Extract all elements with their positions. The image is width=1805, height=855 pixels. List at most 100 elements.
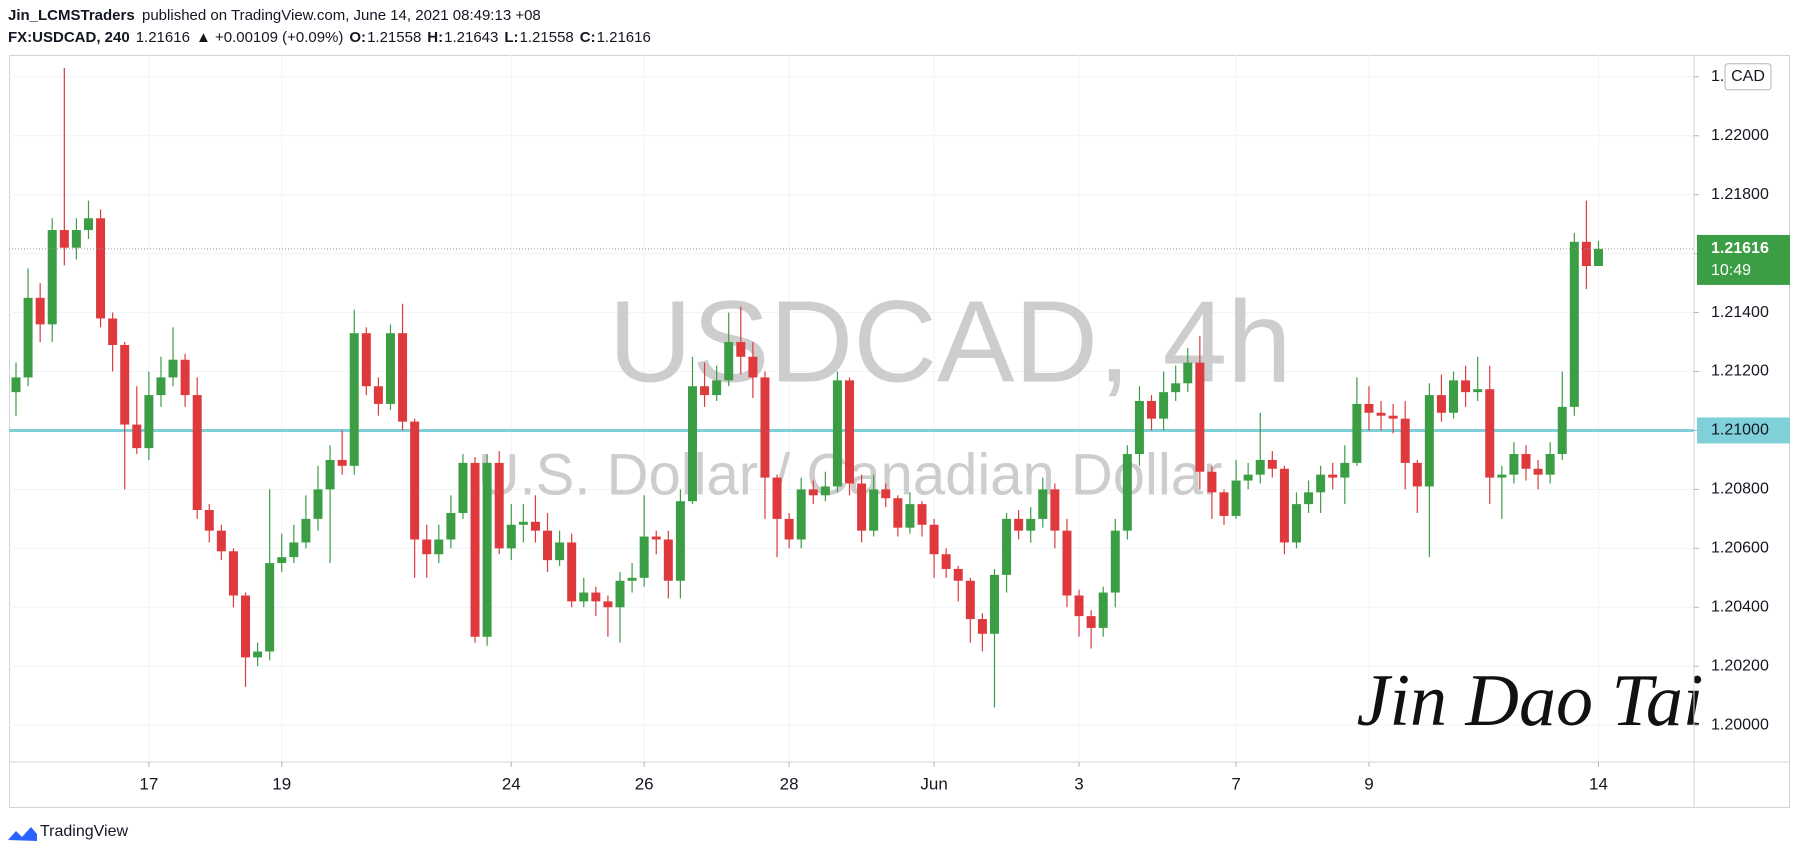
ohlc-key: C: bbox=[580, 29, 596, 46]
candle-body bbox=[1291, 504, 1301, 543]
watermark-title: USDCAD, 4h bbox=[608, 277, 1291, 407]
candle-body bbox=[265, 563, 275, 652]
candle-body bbox=[11, 377, 21, 393]
candle-body bbox=[808, 489, 818, 496]
candle-body bbox=[349, 333, 359, 466]
candle-body bbox=[1014, 518, 1024, 531]
candle-body bbox=[1086, 616, 1096, 628]
brand: TradingView bbox=[8, 823, 128, 841]
candle-body bbox=[1424, 395, 1434, 487]
candle-body bbox=[1207, 471, 1217, 493]
candle-body bbox=[1183, 362, 1193, 384]
candle-body bbox=[1231, 480, 1241, 516]
y-tick-label: 1.21800 bbox=[1711, 186, 1769, 203]
candle-body bbox=[1593, 248, 1603, 267]
x-tick-label: 3 bbox=[1074, 774, 1083, 793]
candle-body bbox=[1134, 400, 1144, 455]
ohlc-key: L: bbox=[504, 29, 518, 46]
candle-body bbox=[881, 489, 891, 499]
candle-body bbox=[1436, 395, 1446, 413]
symbol: FX:USDCAD, 240 bbox=[8, 29, 130, 46]
candle-body bbox=[228, 551, 238, 596]
candle-body bbox=[156, 377, 166, 396]
candle-body bbox=[965, 580, 975, 620]
candle-body bbox=[1497, 474, 1507, 478]
plot bbox=[9, 67, 1694, 708]
candle-body bbox=[1461, 380, 1471, 393]
x-tick-label: 24 bbox=[502, 774, 521, 793]
candle-body bbox=[1062, 530, 1072, 596]
candle-body bbox=[796, 489, 806, 540]
y-tick-label: 1.22000 bbox=[1711, 127, 1769, 144]
candle-body bbox=[1279, 468, 1289, 543]
ohlc-value: 1.21643 bbox=[444, 29, 498, 46]
y-tick-label: 1.20600 bbox=[1711, 540, 1769, 557]
candle-body bbox=[784, 518, 794, 540]
currency: CAD bbox=[1731, 68, 1765, 85]
candle-body bbox=[1159, 392, 1169, 419]
candle-body bbox=[1557, 406, 1567, 455]
candle-body bbox=[410, 421, 420, 540]
candle-body bbox=[1352, 403, 1362, 463]
brand-name: TradingView bbox=[40, 823, 128, 840]
candle-body bbox=[180, 359, 190, 396]
y-tick-label: 1.21200 bbox=[1711, 363, 1769, 380]
candle-body bbox=[1485, 389, 1495, 478]
candle-body bbox=[1074, 595, 1084, 617]
candle-body bbox=[35, 297, 45, 325]
candle-body bbox=[1364, 403, 1374, 413]
candle-body bbox=[59, 230, 69, 248]
candle-body bbox=[470, 462, 480, 637]
x-tick-label: 19 bbox=[272, 774, 291, 793]
candle-body bbox=[1509, 454, 1519, 475]
candle-body bbox=[313, 489, 323, 519]
candle-body bbox=[1581, 241, 1591, 267]
candle-body bbox=[1376, 412, 1386, 416]
x-tick-label: 14 bbox=[1589, 774, 1608, 793]
candle-body bbox=[446, 512, 456, 540]
candle-body bbox=[567, 542, 577, 602]
x-tick-label: 28 bbox=[780, 774, 799, 793]
candle-body bbox=[301, 518, 311, 543]
candle-body bbox=[1388, 415, 1398, 419]
candle-body bbox=[253, 651, 263, 658]
candle-body bbox=[1545, 454, 1555, 475]
candle-body bbox=[132, 424, 142, 449]
candle-body bbox=[663, 539, 673, 581]
currency-badge bbox=[1724, 63, 1772, 91]
candle-body bbox=[192, 395, 202, 511]
candle-body bbox=[977, 619, 987, 634]
candle-body bbox=[204, 510, 214, 531]
candle-body bbox=[216, 530, 226, 552]
candle-body bbox=[543, 530, 553, 561]
candle-body bbox=[639, 536, 649, 578]
candle-body bbox=[1122, 454, 1132, 531]
x-tick-label: 9 bbox=[1364, 774, 1373, 793]
candle-body bbox=[277, 557, 287, 564]
candle-body bbox=[325, 459, 335, 490]
x-tick-label: 17 bbox=[139, 774, 158, 793]
candle-body bbox=[385, 333, 395, 404]
candle-body bbox=[724, 342, 734, 381]
candle-body bbox=[337, 459, 347, 466]
candle-body bbox=[361, 333, 371, 387]
ohlc-legend: FX:USDCAD, 240 1.21616 ▲ +0.00109 (+0.09%)… bbox=[8, 29, 651, 46]
candle-body bbox=[1569, 241, 1579, 407]
candle-body bbox=[1267, 459, 1277, 469]
candle-body bbox=[929, 524, 939, 555]
candle-body bbox=[518, 521, 528, 525]
change: ▲ +0.00109 (+0.09%) bbox=[196, 29, 343, 46]
candle-body bbox=[760, 377, 770, 478]
candle-body bbox=[941, 554, 951, 569]
candle-body bbox=[47, 230, 57, 325]
candle-body bbox=[591, 592, 601, 602]
x-tick-label: 26 bbox=[635, 774, 654, 793]
y-tick-label: 1.20800 bbox=[1711, 481, 1769, 498]
candle-body bbox=[1243, 474, 1253, 481]
candle-body bbox=[712, 380, 722, 396]
candle-body bbox=[1050, 489, 1060, 531]
candle-body bbox=[1147, 400, 1157, 419]
